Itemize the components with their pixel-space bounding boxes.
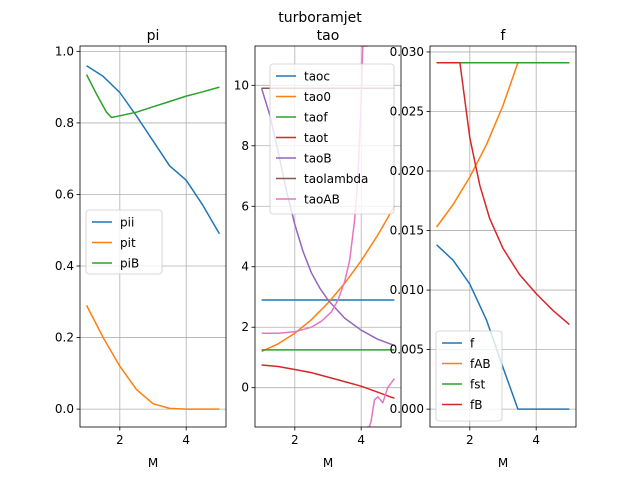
y-tick-label: 1.0	[55, 44, 74, 58]
series-line-taot	[261, 364, 395, 400]
series-line-fB	[436, 61, 570, 326]
legend-label-taolambda: taolambda	[304, 172, 368, 186]
series-line-piB	[85, 74, 220, 119]
y-tick-label: 0.025	[390, 104, 424, 118]
legend-label-pit: pit	[120, 236, 136, 250]
legend-label-taoc: taoc	[304, 70, 330, 84]
subplot-title: pi	[147, 28, 160, 44]
y-tick-label: 0.010	[390, 283, 424, 297]
y-tick-label: 0.4	[55, 259, 74, 273]
series-line-pii	[86, 65, 221, 235]
subplot-title: tao	[317, 28, 340, 44]
y-tick-label: 2	[241, 320, 249, 334]
x-tick-label: 2	[291, 433, 299, 447]
y-tick-label: 10	[234, 78, 249, 92]
series-line-taoAB-branch	[367, 378, 396, 427]
x-tick-label: 4	[182, 433, 190, 447]
figure-title: turboramjet	[278, 10, 362, 26]
y-tick-label: 0.005	[390, 343, 424, 357]
x-axis-label: M	[498, 456, 508, 470]
subplot-f: 2 4 0.000 0.005 0.010 0.015 0.020 0.025 0.030 f Mf…	[390, 28, 577, 470]
legend-label-f: f	[470, 337, 475, 351]
series-line-pit	[85, 305, 220, 410]
legend-label-fAB: fAB	[470, 357, 491, 371]
axes-frame	[429, 45, 577, 428]
y-tick-label: 6	[241, 199, 249, 213]
y-tick-label: 0.8	[55, 116, 74, 130]
y-tick-label: 0.0	[55, 402, 74, 416]
series-group	[85, 65, 221, 410]
y-tick-label: 0.020	[390, 164, 424, 178]
legend-label-taoB: taoB	[304, 152, 332, 166]
y-tick-label: 0.6	[55, 187, 74, 201]
legend-frame	[435, 330, 503, 422]
x-tick-label: 4	[357, 433, 365, 447]
y-tick-label: 0.000	[390, 402, 424, 416]
series-group	[435, 61, 570, 410]
series-line-tao0	[261, 205, 396, 353]
legend: f fAB fst fB	[435, 330, 503, 422]
axes-frame	[254, 45, 402, 428]
legend: taoc tao0 taof taot taoB taolambda taoAB	[269, 63, 395, 215]
y-tick-label: 0	[241, 381, 249, 395]
legend-label-tao0: tao0	[304, 90, 331, 104]
legend-label-pii: pii	[120, 216, 134, 230]
legend-label-taot: taot	[304, 131, 328, 145]
y-tick-label: 0.2	[55, 331, 74, 345]
legend-label-fB: fB	[470, 398, 482, 412]
y-tick-label: 0.015	[390, 224, 424, 238]
legend-frame	[269, 63, 395, 215]
legend-frame	[85, 209, 163, 275]
y-tick-label: 8	[241, 139, 249, 153]
legend-label-piB: piB	[120, 257, 139, 271]
x-tick-label: 2	[466, 433, 474, 447]
axes-frame	[79, 45, 227, 428]
legend-label-taoAB: taoAB	[304, 193, 340, 207]
subplot-title: f	[501, 28, 507, 44]
y-tick-label: 4	[241, 260, 249, 274]
legend: pii pit piB	[85, 209, 163, 275]
series-line-f	[436, 244, 570, 410]
x-tick-label: 4	[532, 433, 540, 447]
legend-label-taof: taof	[304, 111, 328, 125]
series-line-taoAB	[261, 46, 368, 335]
x-tick-label: 2	[116, 433, 124, 447]
x-axis-label: M	[323, 456, 333, 470]
y-tick-label: 0.030	[390, 45, 424, 59]
legend-label-fst: fst	[470, 378, 485, 392]
x-axis-label: M	[148, 456, 158, 470]
